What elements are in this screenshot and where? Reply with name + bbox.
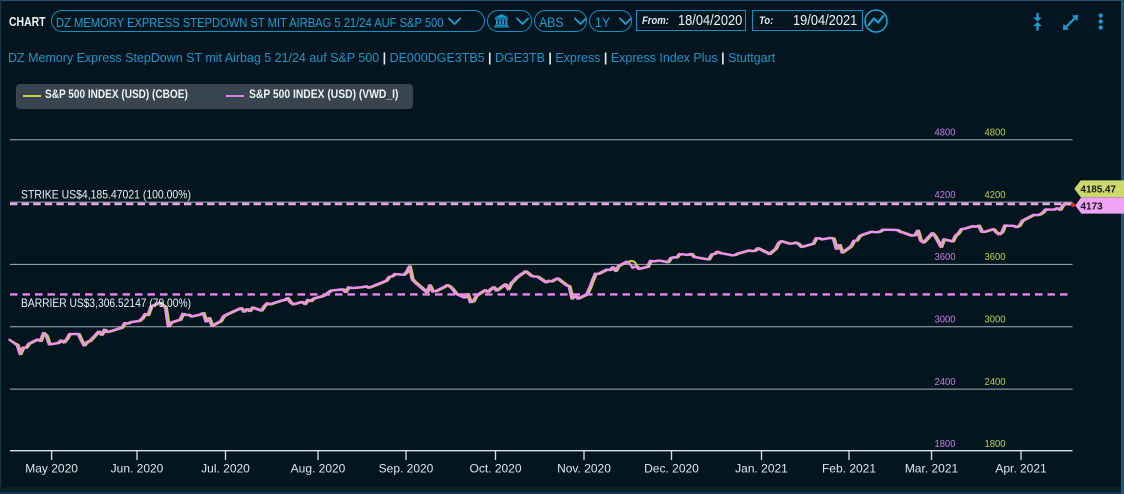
svg-text:Jan. 2021: Jan. 2021: [735, 462, 788, 476]
svg-text:4800: 4800: [985, 127, 1006, 139]
svg-text:2400: 2400: [985, 376, 1006, 388]
svg-text:Jun. 2020: Jun. 2020: [111, 462, 164, 476]
svg-text:Aug. 2020: Aug. 2020: [291, 462, 346, 476]
svg-text:1800: 1800: [985, 438, 1006, 450]
svg-text:3000: 3000: [935, 314, 956, 326]
svg-text:3000: 3000: [985, 314, 1006, 326]
svg-text:May 2020: May 2020: [25, 462, 78, 476]
svg-text:4800: 4800: [935, 127, 956, 139]
svg-text:Nov. 2020: Nov. 2020: [557, 462, 611, 476]
svg-text:4200: 4200: [935, 189, 956, 201]
svg-text:Oct. 2020: Oct. 2020: [469, 462, 521, 476]
svg-text:Dec. 2020: Dec. 2020: [644, 462, 699, 476]
svg-text:Jul. 2020: Jul. 2020: [201, 462, 250, 476]
svg-text:2400: 2400: [935, 376, 956, 388]
svg-text:4200: 4200: [985, 189, 1006, 201]
svg-text:3600: 3600: [985, 251, 1006, 263]
svg-text:1800: 1800: [935, 438, 956, 450]
svg-text:Mar. 2021: Mar. 2021: [905, 462, 959, 476]
svg-text:4185.47: 4185.47: [1081, 184, 1117, 196]
svg-text:BARRIER US$3,306.52147 (79.00%: BARRIER US$3,306.52147 (79.00%): [21, 296, 191, 310]
svg-text:STRIKE US$4,185.47021 (100.00%: STRIKE US$4,185.47021 (100.00%): [21, 188, 191, 202]
svg-text:Apr. 2021: Apr. 2021: [995, 462, 1047, 476]
svg-text:4173: 4173: [1081, 200, 1103, 212]
svg-text:3600: 3600: [935, 251, 956, 263]
svg-text:Sep. 2020: Sep. 2020: [379, 462, 434, 476]
svg-text:Feb. 2021: Feb. 2021: [822, 462, 876, 476]
